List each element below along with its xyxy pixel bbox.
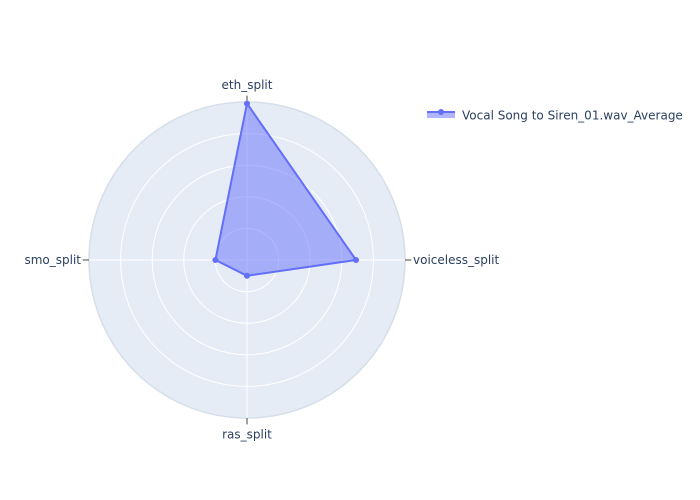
axis-label-eth_split: eth_split <box>222 78 273 92</box>
data-point-smo_split[interactable] <box>212 257 219 263</box>
axis-labels: eth_split voiceless_split ras_split smo_spl… <box>24 78 499 441</box>
legend[interactable]: Vocal Song to Siren_01.wav_Average <box>427 109 683 123</box>
legend-label[interactable]: Vocal Song to Siren_01.wav_Average <box>462 109 683 123</box>
series-layer <box>212 100 360 279</box>
axis-label-voiceless_split: voiceless_split <box>413 253 500 267</box>
data-point-ras_split[interactable] <box>244 272 250 279</box>
axis-label-ras_split: ras_split <box>222 428 272 442</box>
data-point-eth_split[interactable] <box>244 100 250 107</box>
legend-marker <box>438 109 444 115</box>
axis-label-smo_split: smo_split <box>24 253 81 267</box>
data-point-voiceless_split[interactable] <box>353 257 360 263</box>
